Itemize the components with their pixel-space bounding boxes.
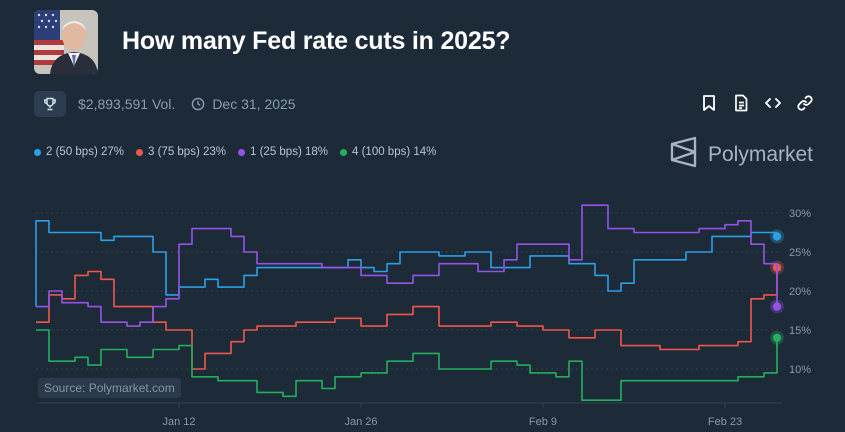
legend-dot bbox=[34, 148, 41, 156]
chart-series bbox=[35, 204, 784, 401]
y-tick-label: 15% bbox=[789, 325, 811, 337]
brand: Polymarket bbox=[669, 136, 813, 173]
brand-name: Polymarket bbox=[707, 142, 813, 166]
polymarket-logo-icon bbox=[669, 136, 699, 173]
legend-item[interactable]: 2 (50 bps) 27% bbox=[34, 146, 124, 158]
y-tick-label: 20% bbox=[789, 286, 811, 298]
end-date-text: Dec 31, 2025 bbox=[212, 96, 296, 112]
y-axis: 30% 25% 20% 15% 10% bbox=[789, 208, 811, 376]
legend-label: 1 (25 bps) 18% bbox=[250, 146, 328, 158]
legend-label: 3 (75 bps) 23% bbox=[148, 146, 226, 158]
market-title: How many Fed rate cuts in 2025? bbox=[122, 27, 511, 55]
series-line[interactable] bbox=[36, 204, 778, 327]
bookmark-icon[interactable] bbox=[699, 93, 719, 113]
x-axis: Jan 12 Jan 26 Feb 9 Feb 23 bbox=[162, 403, 742, 428]
document-icon[interactable] bbox=[731, 93, 751, 113]
x-tick-label: Jan 26 bbox=[344, 416, 377, 428]
market-avatar bbox=[34, 10, 98, 74]
y-tick-label: 30% bbox=[789, 208, 811, 220]
x-tick-label: Feb 23 bbox=[708, 416, 742, 428]
link-icon[interactable] bbox=[795, 93, 815, 113]
x-tick-label: Jan 12 bbox=[162, 416, 195, 428]
chart-grid bbox=[36, 212, 782, 404]
legend-dot bbox=[238, 148, 245, 156]
action-bar bbox=[699, 93, 815, 113]
legend-label: 4 (100 bps) 14% bbox=[352, 146, 437, 158]
series-line[interactable] bbox=[36, 329, 778, 401]
legend-item[interactable]: 1 (25 bps) 18% bbox=[238, 146, 328, 158]
legend-dot bbox=[340, 148, 347, 156]
source-label: Source: Polymarket.com bbox=[38, 378, 181, 398]
series-end-dot[interactable] bbox=[772, 333, 782, 342]
y-tick-label: 25% bbox=[789, 247, 811, 259]
legend-dot bbox=[136, 148, 143, 156]
series-end-dot[interactable] bbox=[772, 302, 782, 311]
market-meta: $2,893,591 Vol. Dec 31, 2025 bbox=[34, 91, 296, 117]
y-tick-label: 10% bbox=[789, 364, 811, 376]
legend-item[interactable]: 3 (75 bps) 23% bbox=[136, 146, 226, 158]
clock-icon bbox=[191, 97, 205, 111]
chart-legend: 2 (50 bps) 27% 3 (75 bps) 23% 1 (25 bps)… bbox=[34, 146, 436, 158]
series-line[interactable] bbox=[35, 220, 778, 307]
trophy-icon[interactable] bbox=[34, 91, 66, 117]
series-end-dot[interactable] bbox=[772, 232, 782, 241]
legend-label: 2 (50 bps) 27% bbox=[46, 146, 124, 158]
embed-code-icon[interactable] bbox=[763, 93, 783, 113]
x-tick-label: Feb 9 bbox=[529, 416, 557, 428]
series-line[interactable] bbox=[36, 267, 778, 370]
legend-item[interactable]: 4 (100 bps) 14% bbox=[340, 146, 436, 158]
volume-text: $2,893,591 Vol. bbox=[78, 96, 176, 112]
